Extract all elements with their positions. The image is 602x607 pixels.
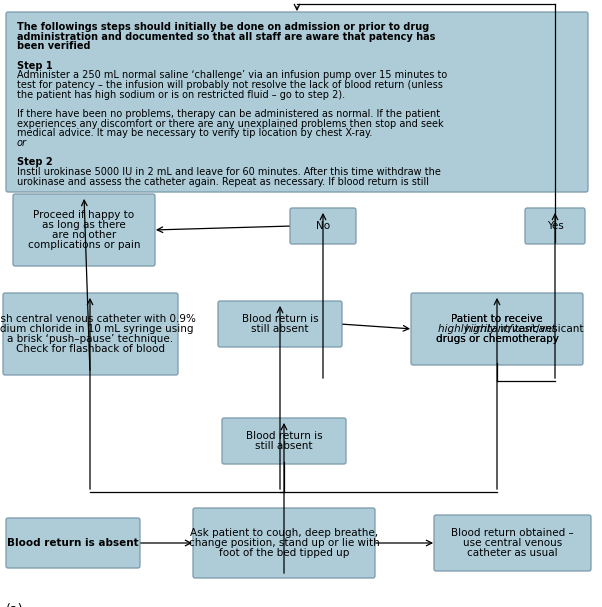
- Text: the patient has high sodium or is on restricted fluid – go to step 2).: the patient has high sodium or is on res…: [17, 90, 345, 100]
- FancyBboxPatch shape: [6, 518, 140, 568]
- Text: urokinase and assess the catheter again. Repeat as necessary. If blood return is: urokinase and assess the catheter again.…: [17, 177, 429, 186]
- FancyBboxPatch shape: [434, 515, 591, 571]
- Text: Step 2: Step 2: [17, 157, 52, 168]
- Text: sodium chloride in 10 mL syringe using: sodium chloride in 10 mL syringe using: [0, 324, 193, 334]
- Text: highly irritant/vesicant: highly irritant/vesicant: [438, 324, 556, 334]
- Text: a brisk ‘push–pause’ technique.: a brisk ‘push–pause’ technique.: [7, 334, 173, 344]
- FancyBboxPatch shape: [222, 418, 346, 464]
- Text: Patient to receive: Patient to receive: [452, 314, 543, 324]
- Text: Blood return obtained –: Blood return obtained –: [451, 528, 574, 538]
- Text: complications or pain: complications or pain: [28, 240, 140, 250]
- Text: Blood return is absent: Blood return is absent: [7, 538, 139, 548]
- Text: still absent: still absent: [251, 324, 309, 334]
- FancyBboxPatch shape: [218, 301, 342, 347]
- Text: Flush central venous catheter with 0.9%: Flush central venous catheter with 0.9%: [0, 314, 196, 324]
- Text: Check for flashback of blood: Check for flashback of blood: [16, 344, 165, 354]
- Text: (a): (a): [6, 603, 23, 607]
- Text: Blood return is: Blood return is: [246, 431, 322, 441]
- FancyBboxPatch shape: [525, 208, 585, 244]
- Text: highly: highly: [464, 324, 496, 334]
- FancyBboxPatch shape: [6, 12, 588, 192]
- Text: The followings steps should initially be done on admission or prior to drug: The followings steps should initially be…: [17, 22, 429, 32]
- FancyBboxPatch shape: [13, 194, 155, 266]
- Text: medical advice. It may be necessary to verify tip location by chest X-ray.: medical advice. It may be necessary to v…: [17, 128, 373, 138]
- Text: Ask patient to cough, deep breathe,: Ask patient to cough, deep breathe,: [190, 528, 378, 538]
- Text: still absent: still absent: [255, 441, 313, 451]
- Text: Administer a 250 mL normal saline ‘challenge’ via an infusion pump over 15 minut: Administer a 250 mL normal saline ‘chall…: [17, 70, 447, 80]
- Text: If there have been no problems, therapy can be administered as normal. If the pa: If there have been no problems, therapy …: [17, 109, 440, 119]
- Text: use central venous: use central venous: [463, 538, 562, 548]
- Text: Proceed if happy to: Proceed if happy to: [34, 210, 135, 220]
- Text: Step 1: Step 1: [17, 61, 52, 70]
- Text: are no other: are no other: [52, 230, 116, 240]
- Text: drugs or chemotherapy: drugs or chemotherapy: [436, 334, 559, 344]
- Text: Instil urokinase 5000 IU in 2 mL and leave for 60 minutes. After this time withd: Instil urokinase 5000 IU in 2 mL and lea…: [17, 167, 441, 177]
- FancyBboxPatch shape: [290, 208, 356, 244]
- Text: Patient to receive: Patient to receive: [452, 314, 543, 324]
- Text: change position, stand up or lie with: change position, stand up or lie with: [188, 538, 379, 548]
- Text: Blood return is: Blood return is: [241, 314, 318, 324]
- Text: drugs or chemotherapy: drugs or chemotherapy: [436, 334, 559, 344]
- Text: No: No: [316, 221, 330, 231]
- Text: catheter as usual: catheter as usual: [467, 548, 558, 558]
- Text: or: or: [17, 138, 27, 148]
- FancyBboxPatch shape: [3, 293, 178, 375]
- Text: administration and documented so that all staff are aware that patency has: administration and documented so that al…: [17, 32, 435, 42]
- Text: irritant/vesicant: irritant/vesicant: [497, 324, 583, 334]
- Text: been verified: been verified: [17, 41, 90, 52]
- Text: foot of the bed tipped up: foot of the bed tipped up: [219, 548, 349, 558]
- Text: as long as there: as long as there: [42, 220, 126, 230]
- Text: experiences any discomfort or there are any unexplained problems then stop and s: experiences any discomfort or there are …: [17, 118, 444, 129]
- FancyBboxPatch shape: [411, 293, 583, 365]
- Text: Yes: Yes: [547, 221, 563, 231]
- FancyBboxPatch shape: [193, 508, 375, 578]
- Text: test for patency – the infusion will probably not resolve the lack of blood retu: test for patency – the infusion will pro…: [17, 80, 443, 90]
